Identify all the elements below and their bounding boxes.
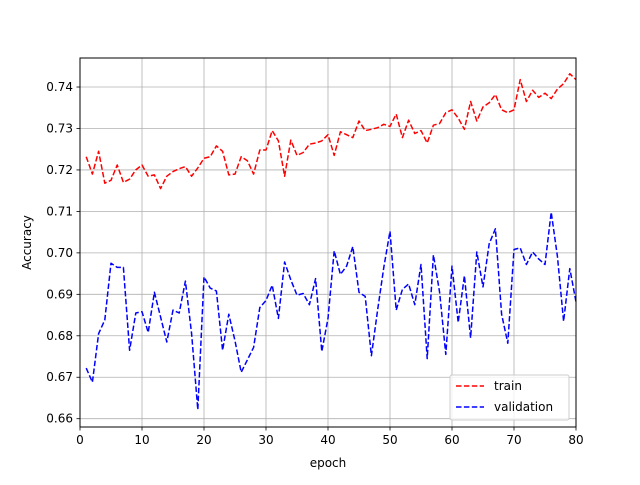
y-tick-label: 0.66: [46, 412, 73, 426]
x-axis-label: epoch: [310, 456, 347, 470]
y-tick-label: 0.67: [46, 370, 73, 384]
x-tick-label: 70: [506, 433, 521, 447]
y-tick-label: 0.68: [46, 329, 73, 343]
legend: train validation: [449, 374, 570, 421]
x-tick-label: 50: [382, 433, 397, 447]
x-tick-label: 0: [76, 433, 84, 447]
x-tick-label: 20: [196, 433, 211, 447]
legend-train-label: train: [494, 379, 522, 393]
y-tick-label: 0.73: [46, 121, 73, 135]
y-tick-label: 0.72: [46, 163, 73, 177]
y-tick-label: 0.74: [46, 80, 73, 94]
x-tick-label: 30: [258, 433, 273, 447]
y-axis-label: Accuracy: [20, 215, 34, 270]
x-tick-label: 40: [320, 433, 335, 447]
series-line-validation: [85, 211, 577, 411]
series-line-train: [85, 73, 577, 190]
y-tick-label: 0.70: [46, 246, 73, 260]
x-tick-label: 80: [568, 433, 583, 447]
y-tick-label: 0.69: [46, 287, 73, 301]
legend-validation-label: validation: [494, 400, 553, 414]
x-tick-label: 10: [134, 433, 149, 447]
x-tick-label: 60: [444, 433, 459, 447]
y-tick-label: 0.71: [46, 204, 73, 218]
